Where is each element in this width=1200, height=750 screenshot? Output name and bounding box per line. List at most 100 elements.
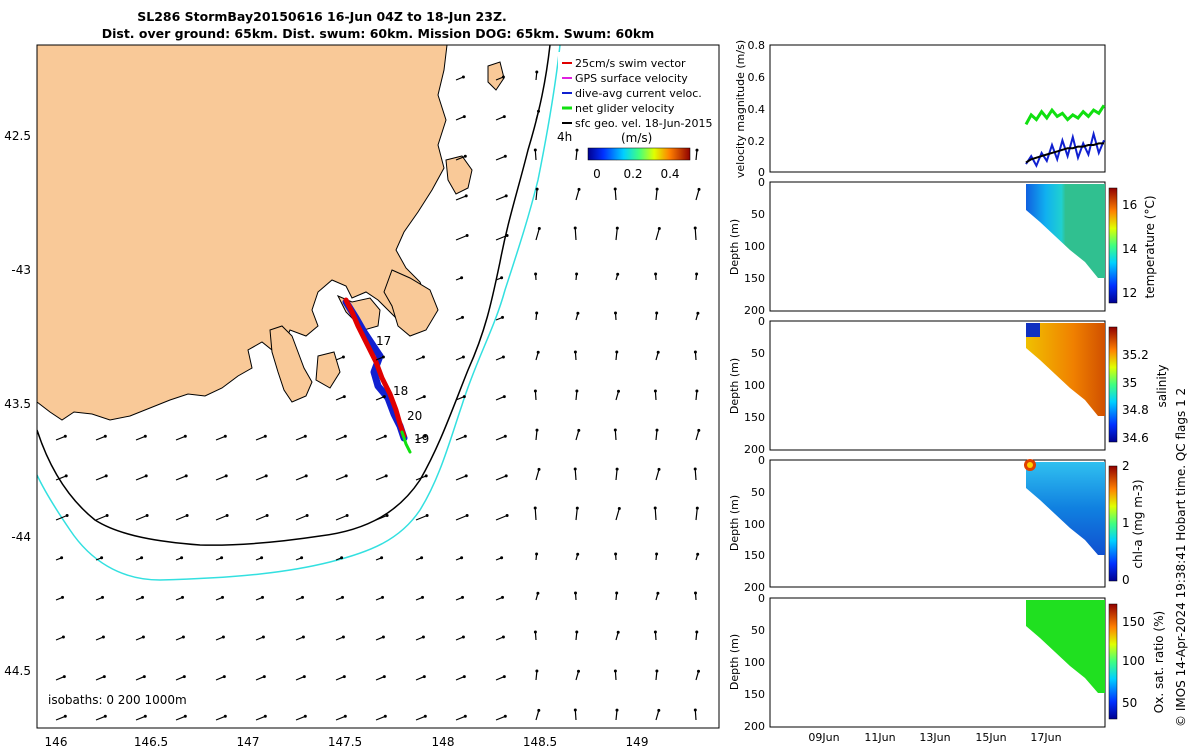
current-arrow-head — [462, 675, 466, 679]
depth-tick: 0 — [758, 592, 765, 605]
current-arrow-head — [63, 434, 67, 438]
current-arrow-head — [183, 714, 187, 718]
legend-dive-avg: dive-avg current veloc. — [575, 87, 702, 100]
depth-tick: 0 — [758, 454, 765, 467]
velocity-ytick: 0 — [758, 166, 765, 179]
map-y-tick: 43.5 — [4, 397, 31, 411]
chla-colorbar — [1108, 465, 1118, 582]
coastal-island — [315, 351, 341, 389]
depth-tick: 100 — [744, 240, 765, 253]
current-arrow-head — [617, 507, 621, 510]
current-arrow-head — [502, 395, 506, 399]
current-arrow — [455, 715, 466, 721]
current-arrow-head — [576, 311, 580, 315]
current-arrow-head — [504, 474, 508, 478]
current-arrow-head — [180, 556, 184, 560]
current-arrow-head — [535, 669, 539, 673]
current-arrow — [455, 155, 466, 161]
current-arrow — [255, 435, 266, 441]
current-arrow-head — [575, 506, 579, 510]
map-x-tick: 146.5 — [134, 735, 168, 749]
current-arrow-head — [463, 714, 467, 718]
current-arrow-head — [342, 395, 346, 399]
current-arrow — [615, 508, 620, 521]
current-arrow-head — [577, 187, 581, 191]
current-arrow-head — [500, 276, 504, 280]
map-y-ticks: 42.5 -43 43.5 -44 44.5 — [4, 129, 31, 678]
current-arrow-head — [696, 311, 700, 315]
current-arrow — [655, 189, 658, 201]
time-tick: 15Jun — [975, 731, 1006, 744]
current-arrow — [535, 710, 540, 721]
depth-tick: 100 — [744, 518, 765, 531]
current-arrows — [55, 70, 701, 721]
current-arrow-head — [224, 474, 228, 478]
current-arrow — [654, 390, 657, 401]
depth-tick: 150 — [744, 549, 765, 562]
current-arrow-head — [502, 675, 506, 679]
current-arrow-head — [265, 514, 269, 517]
current-arrow — [135, 514, 148, 521]
depth-tick: 50 — [751, 624, 765, 637]
current-arrow-head — [340, 556, 344, 560]
velocity-ytick: 0.4 — [748, 103, 766, 116]
current-arrow — [655, 469, 660, 481]
current-arrow-head — [103, 714, 107, 718]
current-arrow — [455, 435, 466, 441]
salinity-ctick: 35 — [1122, 376, 1137, 390]
map-x-tick: 149 — [626, 735, 649, 749]
current-arrow-head — [653, 389, 657, 393]
chla-ylabel: Depth (m) — [728, 495, 741, 551]
depth-tick: 50 — [751, 347, 765, 360]
temperature-ctick: 14 — [1122, 242, 1137, 256]
current-arrow — [695, 671, 700, 681]
current-arrow — [335, 715, 346, 721]
credit-text: © IMOS 14-Apr-2024 19:38:41 Hobart time.… — [1174, 388, 1188, 727]
current-arrow — [495, 514, 508, 521]
current-arrow-head — [655, 311, 659, 315]
current-arrow — [495, 715, 506, 721]
current-arrow — [415, 715, 426, 721]
current-arrow-head — [384, 474, 388, 478]
current-arrow-head — [341, 595, 344, 599]
current-arrow — [655, 430, 658, 441]
current-arrow — [295, 715, 306, 721]
current-arrow — [655, 228, 660, 241]
current-arrow-head — [576, 552, 580, 556]
current-arrow — [255, 514, 268, 521]
map-y-tick: -43 — [11, 263, 31, 277]
salinity-ctick: 34.8 — [1122, 403, 1149, 417]
depth-tick: 0 — [758, 176, 765, 189]
current-arrow — [535, 111, 540, 121]
current-arrow-head — [464, 474, 468, 478]
current-arrow-head — [223, 434, 227, 438]
current-arrow-head — [463, 154, 467, 158]
current-arrow-head — [140, 556, 144, 560]
current-arrow-head — [264, 474, 268, 478]
current-arrow-head — [537, 227, 541, 230]
map-x-tick: 148.5 — [523, 735, 557, 749]
time-tick: 17Jun — [1030, 731, 1061, 744]
current-arrow — [534, 507, 537, 521]
current-arrow-head — [382, 675, 386, 679]
current-arrow-head — [573, 350, 577, 354]
time-tick: 09Jun — [808, 731, 839, 744]
current-arrow-head — [613, 669, 617, 673]
current-arrow — [295, 435, 306, 441]
current-arrow-head — [141, 595, 144, 599]
temperature-section — [1026, 184, 1105, 278]
current-arrow-head — [501, 635, 505, 639]
current-arrow — [215, 514, 228, 521]
current-arrow-head — [382, 395, 386, 399]
chla-ctick: 1 — [1122, 516, 1130, 530]
current-arrow-head — [303, 434, 307, 438]
current-arrow-head — [61, 635, 65, 639]
map-x-ticks: 146 146.5 147 147.5 148 148.5 149 — [45, 735, 649, 749]
chla-ctick: 2 — [1122, 459, 1130, 473]
current-arrow-head — [693, 226, 697, 230]
current-arrow — [695, 150, 698, 161]
current-arrow-head — [181, 635, 185, 639]
current-arrow-head — [422, 395, 426, 399]
current-arrow-head — [573, 226, 577, 230]
